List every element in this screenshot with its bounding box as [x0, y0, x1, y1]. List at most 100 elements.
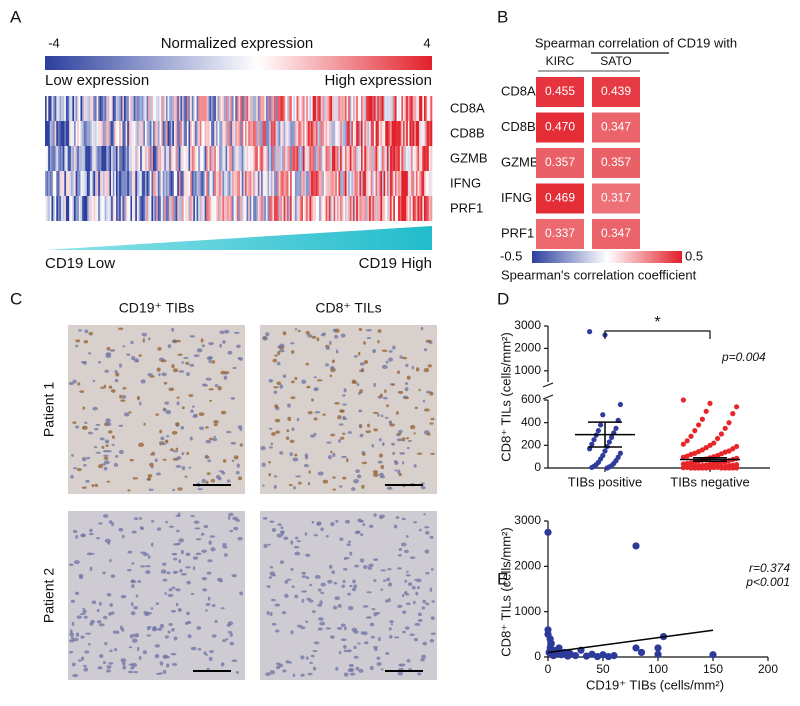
cell — [366, 591, 372, 594]
heat-stripe — [78, 171, 81, 196]
heat-stripe — [348, 146, 351, 171]
heat-stripe — [138, 196, 141, 221]
cell — [227, 621, 234, 626]
heat-stripe — [169, 146, 172, 171]
row-label: IFNG — [501, 190, 532, 205]
heat-stripe — [280, 146, 283, 171]
heat-stripe — [174, 196, 176, 221]
heat-stripe — [211, 146, 213, 171]
heat-stripe — [183, 146, 186, 171]
cell — [303, 463, 309, 468]
heat-stripe — [220, 171, 223, 196]
heat-stripe — [296, 196, 299, 221]
heat-stripe — [323, 146, 326, 171]
heat-stripe — [244, 96, 247, 121]
cell — [119, 394, 123, 399]
heat-stripe — [377, 196, 380, 221]
heat-stripe — [222, 121, 225, 146]
heat-stripe — [103, 196, 105, 221]
cell — [311, 610, 316, 614]
heat-stripe — [235, 146, 238, 171]
heat-stripe — [117, 171, 120, 196]
cell — [342, 394, 346, 397]
cell — [406, 659, 411, 663]
cell — [72, 673, 79, 678]
cell — [429, 422, 434, 425]
heat-stripe — [153, 121, 155, 146]
cell — [301, 571, 306, 575]
heat-stripe — [88, 171, 91, 196]
heat-stripe — [291, 96, 294, 121]
heat-stripe — [90, 196, 93, 221]
heat-stripe — [288, 146, 291, 171]
cell — [393, 636, 400, 639]
cell — [135, 360, 139, 363]
heat-stripe — [328, 196, 331, 221]
cell — [377, 460, 383, 464]
cell — [138, 517, 143, 520]
heat-stripe — [125, 121, 128, 146]
heat-stripe — [270, 96, 273, 121]
cell — [146, 634, 152, 637]
heat-stripe — [311, 171, 313, 196]
heat-stripe — [359, 121, 362, 146]
cell — [186, 611, 190, 616]
cell — [69, 632, 75, 637]
heat-stripe — [394, 171, 397, 196]
heat-stripe — [146, 171, 149, 196]
heat-stripe — [306, 96, 309, 121]
heat-stripe — [227, 196, 230, 221]
data-point — [722, 425, 728, 431]
cell — [332, 452, 336, 458]
heat-stripe — [240, 146, 243, 171]
cell — [341, 455, 347, 459]
cell — [380, 464, 385, 470]
heat-stripe — [199, 171, 202, 196]
heat-stripe — [414, 196, 417, 221]
heat-stripe — [240, 196, 243, 221]
heat-stripe — [377, 121, 380, 146]
heat-stripe — [378, 121, 381, 146]
cell — [128, 646, 133, 649]
heat-stripe — [322, 196, 325, 221]
heat-stripe — [186, 196, 189, 221]
cell — [89, 528, 93, 533]
heat-stripe — [169, 121, 172, 146]
cell — [271, 527, 277, 532]
heat-stripe — [365, 196, 368, 221]
heat-stripe — [428, 171, 431, 196]
heat-stripe — [82, 121, 84, 146]
cell — [425, 602, 430, 606]
cell — [120, 594, 127, 599]
heat-stripe — [275, 96, 278, 121]
cell — [396, 438, 403, 442]
heat-stripe — [246, 171, 249, 196]
heat-stripe — [177, 146, 180, 171]
row-label: GZMB — [501, 154, 539, 169]
heat-stripe — [206, 146, 209, 171]
heat-stripe — [106, 171, 109, 196]
heat-stripe — [180, 146, 183, 171]
heat-stripe — [420, 171, 423, 196]
heat-stripe — [93, 171, 96, 196]
heat-stripe — [175, 146, 178, 171]
cell — [268, 576, 272, 579]
heat-stripe — [103, 121, 105, 146]
cell — [159, 429, 163, 434]
heat-stripe — [394, 121, 397, 146]
heat-stripe — [201, 146, 204, 171]
heat-stripe — [269, 96, 272, 121]
heat-stripe — [390, 121, 392, 146]
cell — [282, 669, 287, 673]
cell — [308, 470, 311, 474]
cell — [127, 550, 133, 554]
heat-stripe — [254, 96, 257, 121]
heat-stripe — [352, 121, 355, 146]
heat-stripe — [315, 121, 318, 146]
tissue — [260, 325, 437, 494]
cell — [171, 552, 175, 556]
heat-stripe — [261, 171, 263, 196]
cell — [365, 430, 372, 434]
heat-stripe — [383, 121, 386, 146]
heat-stripe — [70, 171, 73, 196]
